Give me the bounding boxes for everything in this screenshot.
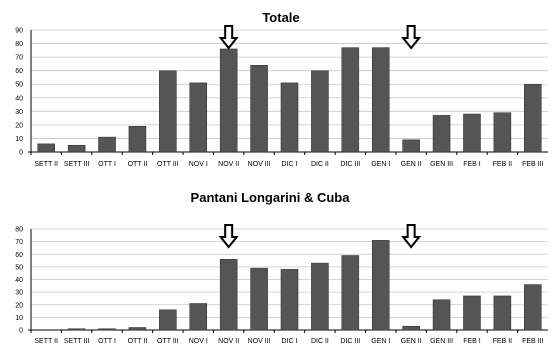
- x-tick-label: FEB II: [493, 161, 513, 168]
- bar: [463, 113, 481, 153]
- bar: [493, 112, 512, 153]
- chart-totale: Totale 0 10 20 30 40 50 60 70 80 90 SETT II SETT II…: [15, 10, 548, 168]
- x-tick-label: OTT III: [157, 161, 179, 168]
- x-tick-label: DIC II: [311, 161, 329, 168]
- x-tick-label: NOV II: [218, 338, 239, 345]
- bar: [311, 70, 329, 153]
- x-tick-label: NOV II: [218, 161, 239, 168]
- bar: [219, 48, 238, 153]
- y-tick-label: 20: [15, 122, 23, 129]
- bar: [463, 295, 481, 331]
- x-tick-label: GEN III: [430, 161, 453, 168]
- bar: [402, 139, 420, 153]
- bar: [311, 262, 329, 331]
- y-tick-label: 90: [15, 28, 23, 35]
- bar: [159, 70, 177, 153]
- x-tick-label: SETT III: [64, 338, 90, 345]
- y-tick-label: 80: [15, 41, 23, 48]
- x-tick-label: SETT II: [34, 338, 58, 345]
- bar: [432, 299, 451, 331]
- bar: [128, 125, 147, 153]
- bar: [341, 47, 360, 153]
- bar: [98, 136, 116, 153]
- bar: [371, 47, 390, 153]
- x-tick-label: GEN I: [371, 338, 390, 345]
- bar: [250, 64, 268, 153]
- x-tick-label: GEN III: [430, 338, 453, 345]
- down-arrow-icon: [401, 224, 422, 249]
- y-tick-label: 50: [15, 82, 23, 89]
- bar: [371, 240, 390, 331]
- x-tick-label: SETT II: [34, 161, 58, 168]
- x-tick-label: FEB III: [522, 338, 543, 345]
- bar: [98, 328, 116, 331]
- x-tick-label: FEB I: [463, 338, 481, 345]
- x-tick-label: DIC I: [282, 338, 298, 345]
- x-tick-label: OTT I: [98, 161, 116, 168]
- x-tick-label: FEB III: [522, 161, 543, 168]
- y-tick-label: 40: [15, 277, 23, 284]
- x-tick-label: DIC II: [311, 338, 329, 345]
- bar: [432, 115, 451, 153]
- chart-pantani: Pantani Longarini & Cuba 0 10 20 30 40 50 60 70…: [15, 190, 548, 345]
- y-tick-label: 70: [15, 239, 23, 246]
- bar: [67, 328, 86, 331]
- x-tick-label: NOV III: [248, 161, 271, 168]
- x-tick-label: NOV I: [189, 161, 208, 168]
- y-tick-label: 0: [19, 328, 23, 335]
- x-tick-label: NOV I: [189, 338, 208, 345]
- y-tick-label: 0: [19, 150, 23, 157]
- y-tick-label: 10: [15, 315, 23, 322]
- x-tick-label: GEN I: [371, 161, 390, 168]
- x-tick-label: OTT II: [128, 161, 148, 168]
- x-tick-label: GEN II: [401, 161, 422, 168]
- bar: [402, 325, 420, 331]
- bar: [219, 259, 238, 331]
- bar: [341, 255, 360, 331]
- chart-title-totale: Totale: [262, 10, 299, 25]
- x-tick-label: NOV III: [248, 338, 271, 345]
- x-tick-label: OTT II: [128, 338, 148, 345]
- bar: [493, 295, 512, 331]
- bar: [67, 144, 86, 153]
- y-tick-label: 50: [15, 264, 23, 271]
- y-tick-label: 80: [15, 227, 23, 234]
- x-tick-label: FEB I: [463, 161, 481, 168]
- x-tick-label: DIC III: [340, 161, 360, 168]
- bar: [159, 309, 177, 331]
- bar: [280, 82, 299, 153]
- y-tick-label: 30: [15, 109, 23, 116]
- bar: [37, 143, 55, 153]
- bar: [128, 327, 147, 331]
- y-tick-label: 70: [15, 55, 23, 62]
- x-tick-label: OTT III: [157, 338, 179, 345]
- bar: [250, 267, 268, 331]
- x-tick-label: GEN II: [401, 338, 422, 345]
- x-tick-label: OTT I: [98, 338, 116, 345]
- bar: [189, 82, 208, 153]
- x-tick-label: DIC III: [340, 338, 360, 345]
- down-arrow-icon: [218, 25, 239, 50]
- y-tick-label: 40: [15, 95, 23, 102]
- y-tick-label: 10: [15, 136, 23, 143]
- x-tick-label: FEB II: [493, 338, 513, 345]
- y-tick-label: 60: [15, 252, 23, 259]
- y-tick-label: 60: [15, 68, 23, 75]
- down-arrow-icon: [218, 224, 239, 249]
- chart-title-pantani: Pantani Longarini & Cuba: [191, 190, 351, 205]
- x-tick-label: DIC I: [282, 161, 298, 168]
- bar: [280, 269, 299, 331]
- bar: [524, 83, 542, 153]
- x-tick-label: SETT III: [64, 161, 90, 168]
- bar: [189, 303, 208, 331]
- y-tick-label: 30: [15, 290, 23, 297]
- down-arrow-icon: [401, 25, 422, 50]
- bar: [524, 284, 542, 331]
- y-tick-label: 20: [15, 302, 23, 309]
